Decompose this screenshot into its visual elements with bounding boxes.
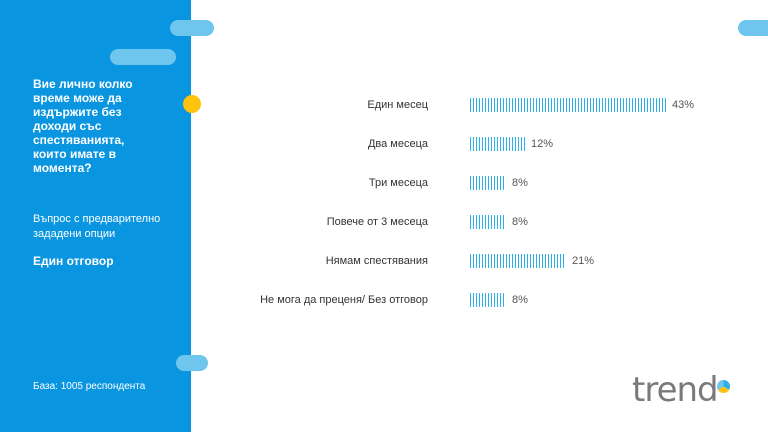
logo-mark-icon — [717, 380, 730, 393]
question-text: Вие лично колко време може да издържите … — [33, 77, 133, 175]
bar — [470, 293, 506, 307]
bar — [470, 254, 566, 268]
bar — [470, 98, 666, 112]
value-label: 12% — [531, 138, 554, 150]
category-label: Три месеца — [368, 177, 428, 189]
bar — [470, 137, 525, 151]
bar — [470, 215, 506, 229]
value-label: 43% — [672, 99, 695, 111]
category-label: Един месец — [367, 99, 428, 111]
value-label: 8% — [512, 294, 528, 306]
value-label: 21% — [572, 255, 595, 267]
yellow-dot-icon — [183, 95, 201, 113]
category-label: Нямам спестявания — [325, 255, 428, 267]
decorative-pill — [170, 20, 214, 36]
question-note: Въпрос с предварително зададени опции — [33, 213, 161, 240]
sidebar-panel — [0, 0, 191, 432]
decorative-pill — [176, 355, 208, 371]
sample-base: База: 1005 респондента — [33, 381, 146, 392]
trend-logo: trend — [632, 370, 719, 410]
value-label: 8% — [512, 177, 528, 189]
category-label: Два месеца — [367, 138, 428, 150]
answer-type: Един отговор — [33, 254, 114, 268]
category-label: Не мога да преценя/ Без отговор — [260, 294, 428, 306]
category-label: Повече от 3 месеца — [326, 216, 428, 228]
decorative-pill — [110, 49, 176, 65]
value-label: 8% — [512, 216, 528, 228]
decorative-pill — [738, 20, 768, 36]
bar — [470, 176, 506, 190]
